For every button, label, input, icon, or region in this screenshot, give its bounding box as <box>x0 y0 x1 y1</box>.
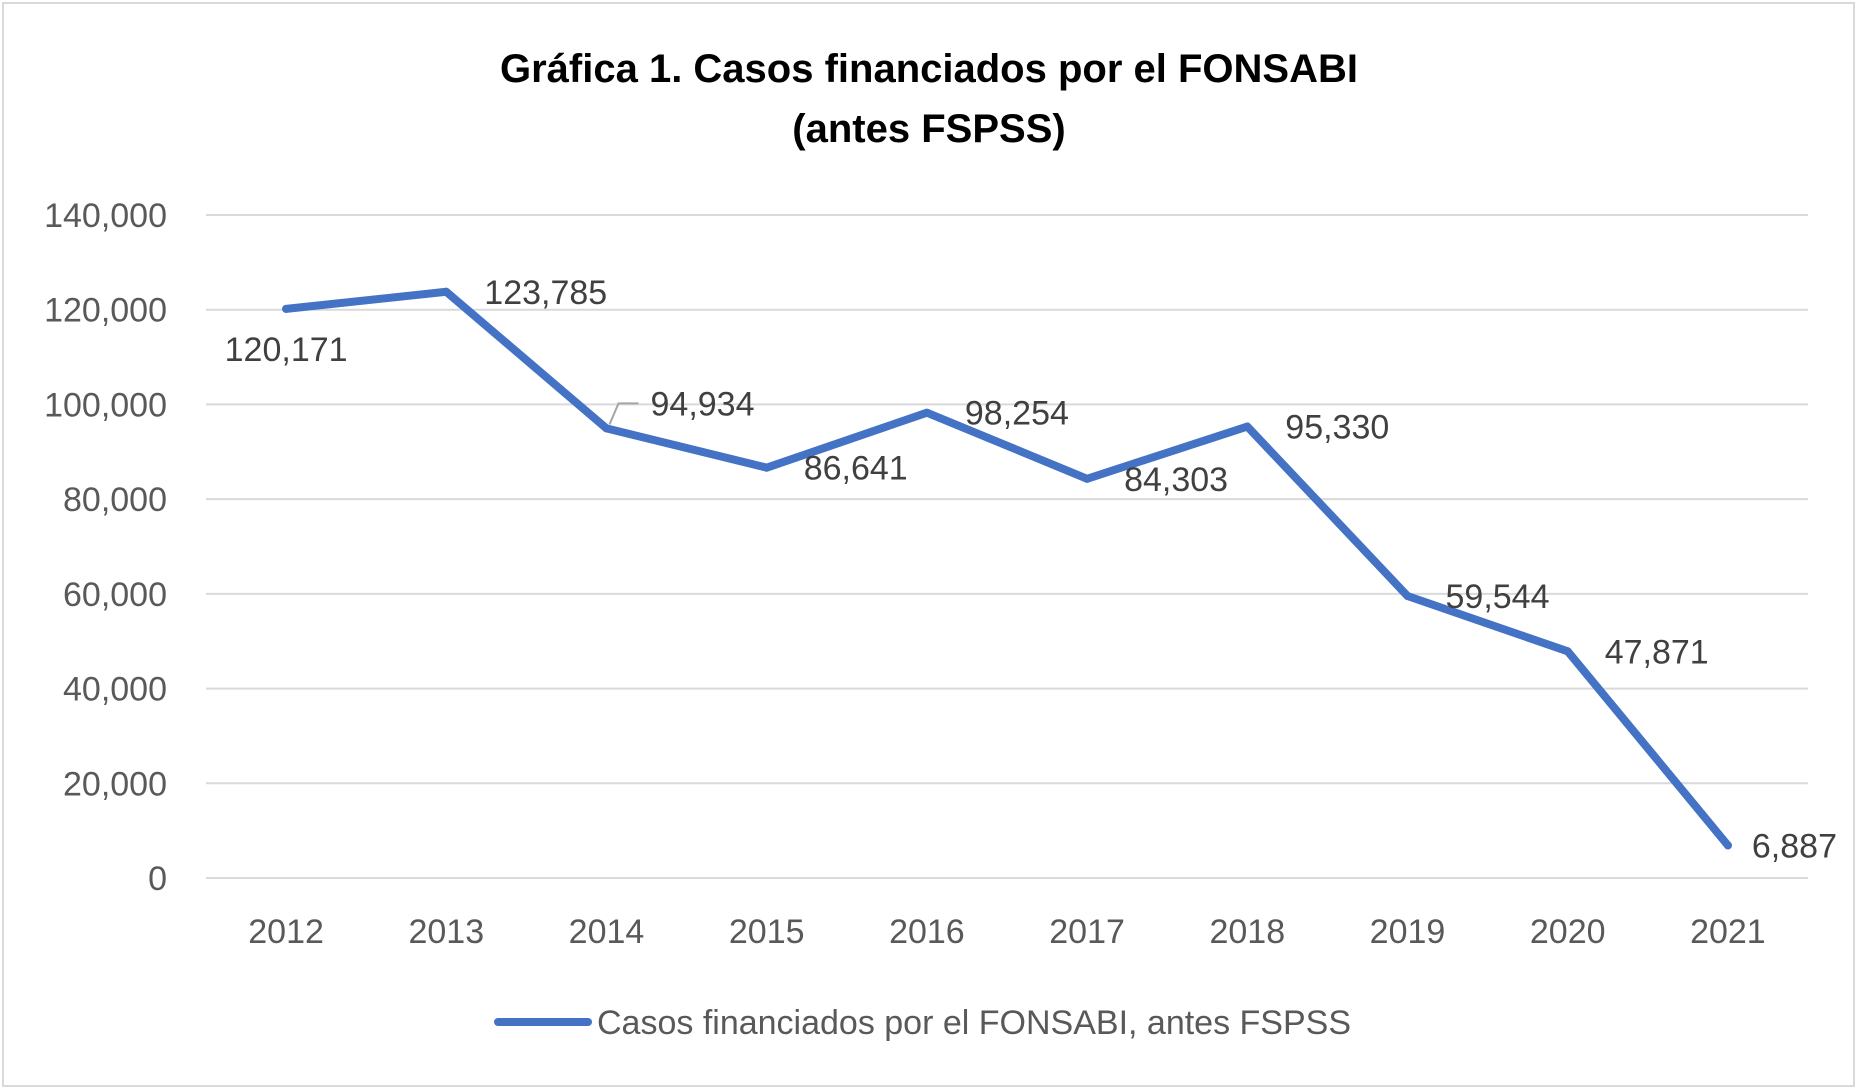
gridlines <box>206 214 1808 879</box>
leader-line <box>608 402 639 425</box>
series-line <box>282 287 1732 850</box>
x-tick-label: 2015 <box>729 913 805 951</box>
y-tick-label: 80,000 <box>63 481 167 519</box>
x-axis-ticks: 2012 2013 2014 2015 2016 2017 2018 2019 2020 2021 <box>248 913 1765 951</box>
data-label: 123,785 <box>484 274 607 312</box>
y-axis-ticks: 0 20,000 40,000 60,000 80,000 100,000 120,000 1… <box>44 197 167 898</box>
y-tick-label: 60,000 <box>63 576 167 614</box>
data-label: 47,871 <box>1605 633 1709 671</box>
data-label: 84,303 <box>1124 461 1228 499</box>
data-point <box>1563 647 1572 656</box>
x-tick-label: 2017 <box>1049 913 1125 951</box>
y-tick-label: 40,000 <box>63 671 167 709</box>
data-point <box>762 463 771 472</box>
data-point <box>1723 841 1732 850</box>
y-tick-label: 140,000 <box>44 197 167 235</box>
chart-title-line-1: Gráfica 1. Casos financiados por el FONS… <box>500 47 1358 91</box>
legend-label: Casos financiados por el FONSABI, antes … <box>597 1004 1351 1042</box>
x-tick-label: 2014 <box>569 913 645 951</box>
leader-lines <box>608 402 639 425</box>
y-tick-label: 100,000 <box>44 386 167 424</box>
x-tick-label: 2016 <box>889 913 965 951</box>
data-point <box>282 304 291 313</box>
legend: Casos financiados por el FONSABI, antes … <box>494 1004 1351 1042</box>
data-point <box>1083 474 1092 483</box>
y-tick-label: 120,000 <box>44 292 167 330</box>
data-label: 120,171 <box>225 331 348 369</box>
data-label: 94,934 <box>651 385 755 423</box>
x-tick-label: 2018 <box>1209 913 1285 951</box>
series-group <box>282 287 1732 850</box>
x-tick-label: 2019 <box>1370 913 1446 951</box>
y-tick-label: 20,000 <box>63 765 167 803</box>
data-point <box>1403 592 1412 601</box>
x-tick-label: 2020 <box>1530 913 1606 951</box>
data-label: 59,544 <box>1446 578 1550 616</box>
data-label: 95,330 <box>1285 409 1389 447</box>
x-tick-label: 2012 <box>248 913 324 951</box>
data-label: 86,641 <box>804 450 908 488</box>
data-label: 98,254 <box>965 395 1069 433</box>
chart-title-line-2: (antes FSPSS) <box>792 107 1065 151</box>
data-point <box>442 287 451 296</box>
data-point <box>1243 422 1252 431</box>
y-tick-label: 0 <box>148 860 167 898</box>
x-tick-label: 2021 <box>1690 913 1766 951</box>
data-point <box>922 408 931 417</box>
data-label: 6,887 <box>1752 827 1837 865</box>
data-point <box>602 424 611 433</box>
x-tick-label: 2013 <box>408 913 484 951</box>
data-labels: 120,171 123,785 94,934 86,641 98,254 84,303 95… <box>225 274 1837 866</box>
